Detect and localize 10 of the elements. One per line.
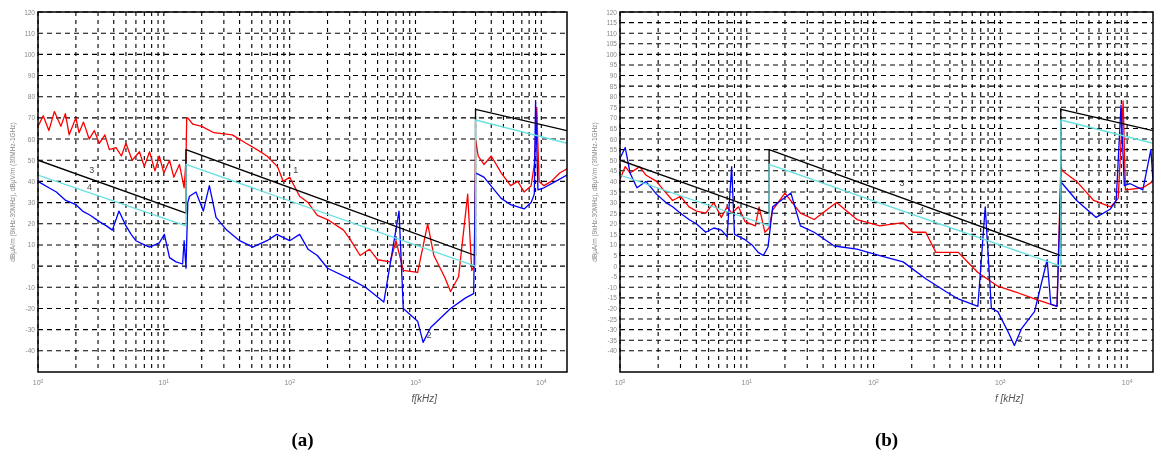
- text: (b): [874, 429, 899, 451]
- x-axis-title: f [kHz]: [994, 393, 1024, 404]
- annotation: 2: [426, 330, 432, 341]
- annotation: 1: [293, 165, 299, 176]
- text: (a): [291, 429, 314, 451]
- annotation: 4: [87, 182, 93, 193]
- annotation: 3: [89, 165, 95, 176]
- annotation: 4: [919, 205, 925, 216]
- annotation: 3: [899, 177, 905, 188]
- x-axis-title: f[kHz]: [411, 393, 438, 404]
